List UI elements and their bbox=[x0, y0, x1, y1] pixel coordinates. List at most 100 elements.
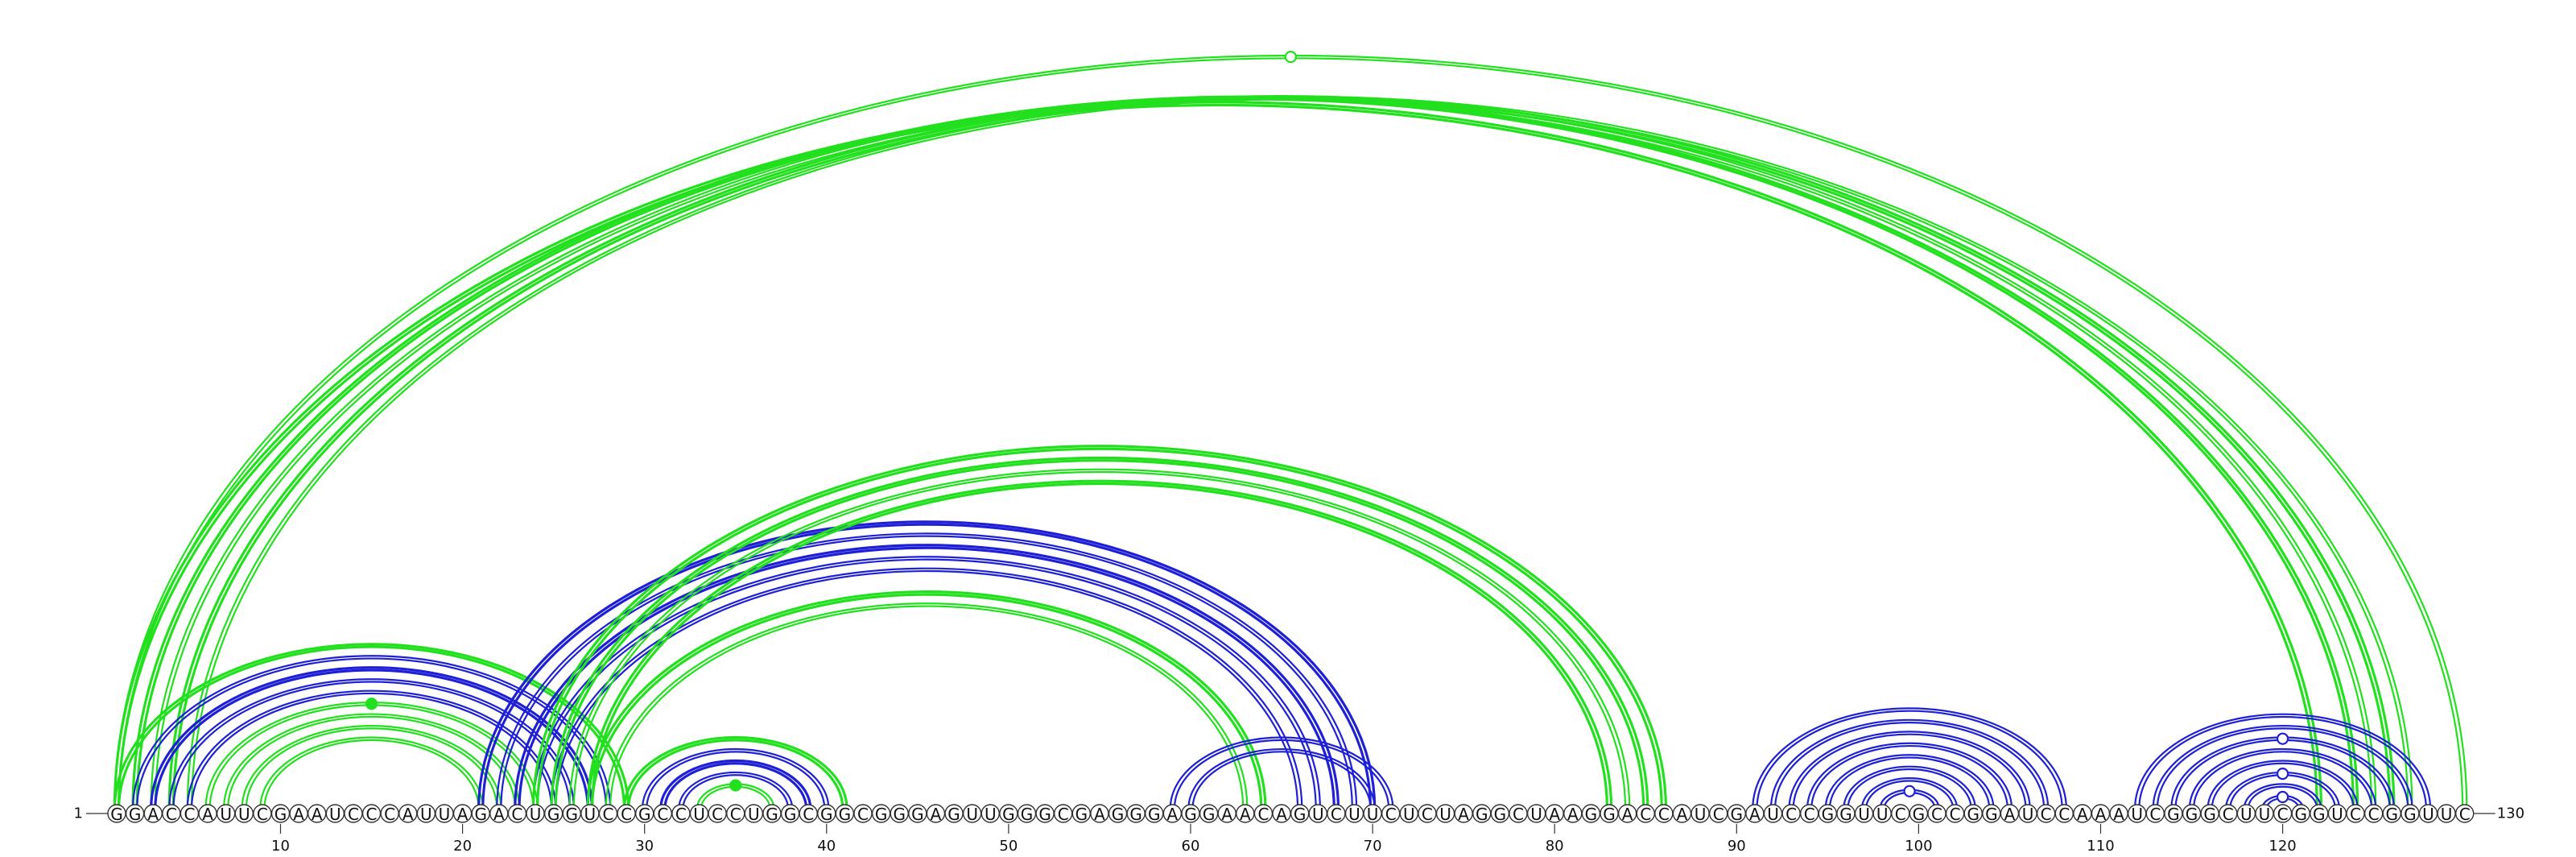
nucleotide-103: G bbox=[1963, 804, 1983, 824]
nucleotide-letter: U bbox=[1348, 805, 1360, 824]
nucleotide-65: A bbox=[1272, 804, 1291, 824]
base-pair-arc-25-85-outer bbox=[550, 456, 1649, 809]
base-pair-arc-113-127-inner bbox=[2156, 727, 2409, 809]
nucleotide-13: U bbox=[325, 804, 345, 824]
nucleotide-letter: G bbox=[1585, 805, 1598, 824]
arc-marker-open-119-121 bbox=[2276, 790, 2289, 804]
nucleotide-letter: C bbox=[257, 805, 268, 824]
nucleotide-letter: C bbox=[184, 805, 195, 824]
base-pair-arc-5-25-inner bbox=[190, 692, 553, 809]
nucleotide-letter: C bbox=[1513, 805, 1524, 824]
nucleotide-17: A bbox=[398, 804, 418, 824]
nucleotide-73: C bbox=[1418, 804, 1437, 824]
base-pair-arc-95-104-outer bbox=[1824, 754, 1995, 809]
nucleotide-letter: A bbox=[457, 805, 469, 824]
nucleotide-letter: G bbox=[2294, 805, 2307, 824]
nucleotide-letter: G bbox=[1184, 805, 1197, 824]
nucleotide-37: G bbox=[762, 804, 782, 824]
nucleotide-letter: G bbox=[1203, 805, 1216, 824]
nucleotide-116: G bbox=[2200, 804, 2219, 824]
nucleotide-90: G bbox=[1727, 804, 1746, 824]
nucleotide-117: C bbox=[2219, 804, 2238, 824]
nucleotide-80: A bbox=[1545, 804, 1564, 824]
nucleotide-letter: C bbox=[1331, 805, 1342, 824]
nucleotide-letter: G bbox=[2386, 805, 2399, 824]
base-pair-arc-24-86-outer bbox=[531, 445, 1668, 809]
nucleotide-letter: C bbox=[2149, 805, 2161, 824]
nucleotide-110: A bbox=[2091, 804, 2111, 824]
nucleotide-97: U bbox=[1854, 804, 1874, 824]
nucleotide-letter: G bbox=[2186, 805, 2198, 824]
nucleotide-letter: C bbox=[730, 805, 741, 824]
nucleotide-letter: C bbox=[384, 805, 395, 824]
arc-marker-open-117-123 bbox=[2276, 767, 2289, 780]
base-pair-arc-28-63-outer bbox=[605, 602, 1249, 809]
nucleotide-112: U bbox=[2128, 804, 2147, 824]
nucleotide-48: U bbox=[962, 804, 982, 824]
nucleotide-letter: C bbox=[2459, 805, 2471, 824]
nucleotide-letter: G bbox=[1112, 805, 1125, 824]
nucleotide-14: C bbox=[344, 804, 363, 824]
nucleotide-12: A bbox=[308, 804, 327, 824]
nucleotide-126: G bbox=[2382, 804, 2401, 824]
nucleotide-100: G bbox=[1909, 804, 1929, 824]
nucleotide-77: G bbox=[1490, 804, 1510, 824]
arc-marker-filled-33-37 bbox=[729, 779, 742, 792]
base-pair-arc-22-69-outer bbox=[496, 532, 1358, 809]
nucleotide-63: A bbox=[1236, 804, 1255, 824]
nucleotide-94: C bbox=[1800, 804, 1819, 824]
nucleotide-letter: C bbox=[2041, 805, 2052, 824]
nucleotide-letter: G bbox=[1038, 805, 1051, 824]
nucleotide-letter: G bbox=[839, 805, 852, 824]
nucleotide-21: G bbox=[471, 804, 490, 824]
nucleotide-51: G bbox=[1017, 804, 1037, 824]
nucleotide-46: A bbox=[926, 804, 946, 824]
base-pair-arc-4-126-inner bbox=[171, 97, 2392, 809]
nucleotide-letter: U bbox=[2331, 805, 2343, 824]
nucleotide-79: U bbox=[1526, 804, 1546, 824]
nucleotide-letter: G bbox=[1075, 805, 1088, 824]
nucleotide-74: U bbox=[1435, 804, 1455, 824]
base-pair-arc-27-83-outer bbox=[586, 479, 1613, 809]
nucleotide-93: C bbox=[1781, 804, 1801, 824]
tick-label-110: 110 bbox=[2087, 838, 2114, 855]
base-pair-arc-91-108-outer bbox=[1752, 707, 2067, 809]
nucleotide-92: U bbox=[1763, 804, 1783, 824]
base-pair-arc-113-127-outer bbox=[2152, 724, 2413, 809]
base-pair-arc-7-23-inner bbox=[227, 715, 516, 809]
nucleotide-letter: U bbox=[2441, 805, 2453, 824]
base-pair-arc-118-122-inner bbox=[2247, 785, 2318, 809]
arc-marker-open-98-101 bbox=[1903, 785, 1916, 797]
nucleotide-letter: A bbox=[402, 805, 414, 824]
nucleotide-71: C bbox=[1381, 804, 1401, 824]
nucleotide-81: A bbox=[1563, 804, 1583, 824]
base-pair-arc-112-128-outer bbox=[2134, 713, 2432, 809]
nucleotide-letter: A bbox=[1622, 805, 1633, 824]
nucleotide-42: C bbox=[853, 804, 873, 824]
base-pair-arc-60-70-inner bbox=[1191, 751, 1372, 809]
base-pair-arc-32-38-inner bbox=[682, 774, 790, 809]
nucleotide-letter: A bbox=[2077, 805, 2088, 824]
nucleotide-113: C bbox=[2145, 804, 2165, 824]
tick-label-80: 80 bbox=[1546, 838, 1564, 855]
base-pair-arc-92-107-inner bbox=[1774, 722, 2046, 809]
base-pair-arc-59-71-inner bbox=[1173, 739, 1390, 809]
nucleotide-letter: U bbox=[985, 805, 997, 824]
nucleotide-letter: C bbox=[1658, 805, 1670, 824]
nucleotide-letter: A bbox=[931, 805, 942, 824]
nucleotide-letter: A bbox=[1567, 805, 1579, 824]
base-pair-arc-97-102-outer bbox=[1860, 777, 1959, 809]
base-pair-arc-59-71-outer bbox=[1169, 736, 1394, 809]
nucleotide-letter: A bbox=[1749, 805, 1761, 824]
tick-label-20: 20 bbox=[453, 838, 472, 855]
base-pair-arc-25-85-inner bbox=[554, 458, 1645, 809]
nucleotide-letter: G bbox=[2203, 805, 2216, 824]
nucleotide-letter: A bbox=[202, 805, 213, 824]
base-pair-arc-23-68-outer bbox=[514, 544, 1340, 809]
nucleotide-115: G bbox=[2182, 804, 2202, 824]
nucleotide-10: G bbox=[270, 804, 291, 824]
nucleotide-letter: U bbox=[2422, 805, 2434, 824]
nucleotide-11: A bbox=[289, 804, 308, 824]
nucleotide-108: C bbox=[2054, 804, 2074, 824]
